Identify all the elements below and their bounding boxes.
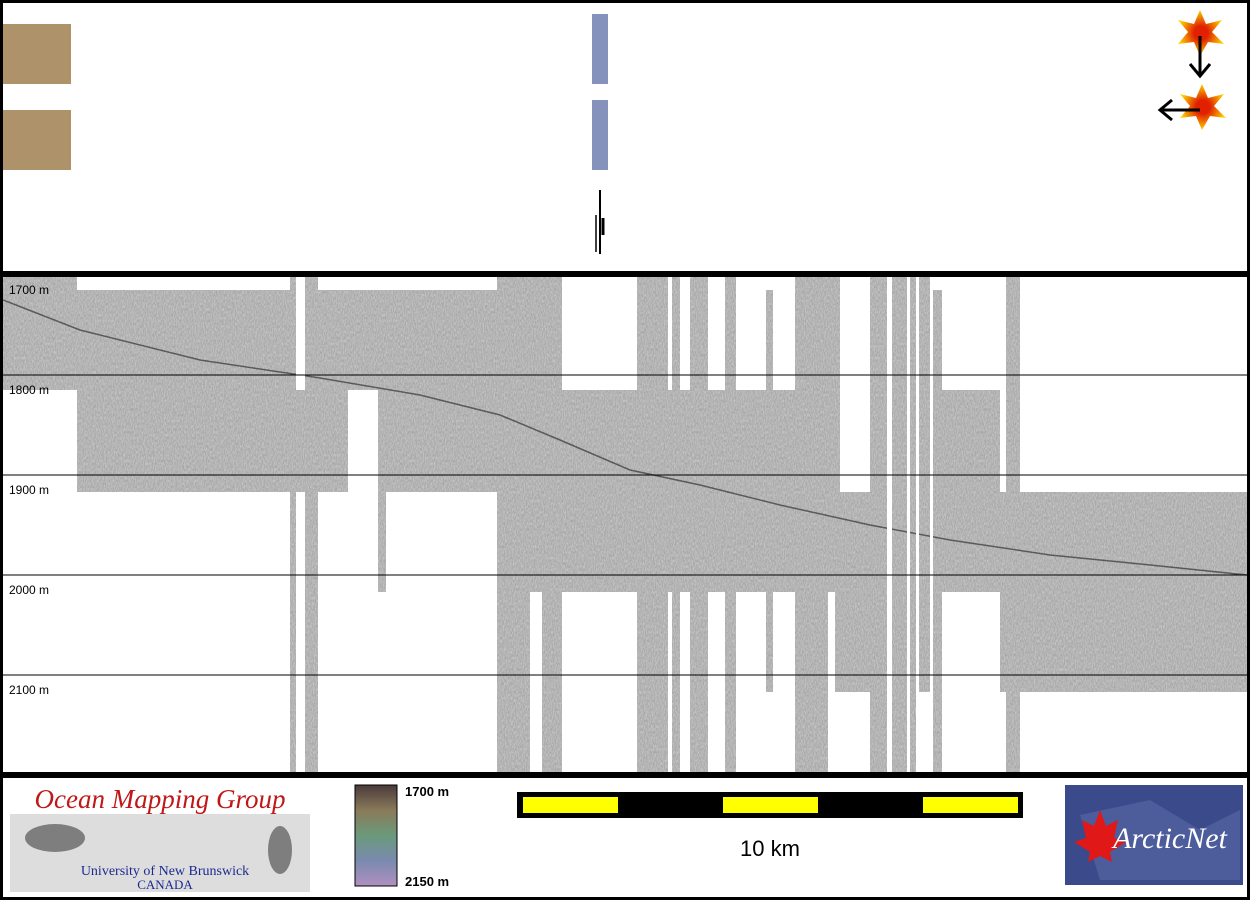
- scale-bar: [517, 792, 1023, 818]
- sun-icons: [1157, 10, 1226, 130]
- logo-university: University of New Brunswick: [81, 864, 249, 879]
- thumbnails: [3, 14, 608, 254]
- depth-label: 2100 m: [9, 683, 49, 697]
- logo-country: CANADA: [137, 877, 193, 892]
- omg-logo: Ocean Mapping Group University of New Br…: [10, 784, 310, 892]
- depth-grid: 1700 m 1800 m 1900 m 2000 m 2100 m: [3, 283, 1247, 697]
- depth-label: 1800 m: [9, 383, 49, 397]
- scale-label: 10 km: [740, 836, 800, 861]
- logo-title: Ocean Mapping Group: [35, 784, 286, 814]
- overview-panel: [3, 3, 1247, 271]
- color-bar-top: 1700 m: [405, 784, 449, 799]
- depth-label: 1900 m: [9, 483, 49, 497]
- depth-label: 2000 m: [9, 583, 49, 597]
- arcticnet-text: ArcticNet: [1111, 822, 1228, 855]
- depth-label: 1700 m: [9, 283, 49, 297]
- arcticnet-logo: ArcticNet: [1065, 785, 1243, 885]
- color-bar: [354, 784, 398, 887]
- color-bar-bottom: 2150 m: [405, 874, 449, 889]
